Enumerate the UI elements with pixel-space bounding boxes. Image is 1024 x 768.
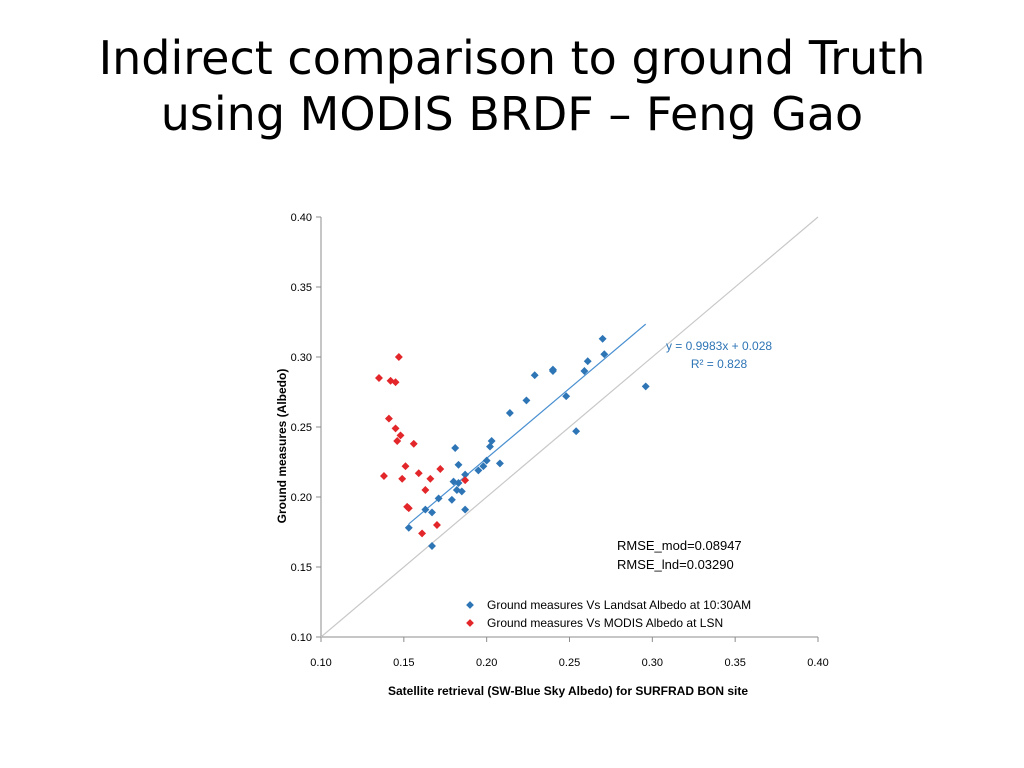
landsat-point — [495, 459, 504, 468]
legend: Ground measures Vs Landsat Albedo at 10:… — [466, 598, 751, 630]
landsat-point — [457, 487, 466, 496]
rmse-mod-label: RMSE_mod=0.08947 — [617, 538, 742, 553]
title-line-2: using MODIS BRDF – Feng Gao — [160, 87, 864, 141]
landsat-point — [451, 444, 460, 452]
x-tick-label: 0.15 — [393, 657, 414, 669]
modis-point — [398, 474, 407, 483]
x-axis-label: Satellite retrieval (SW-Blue Sky Albedo)… — [388, 684, 748, 698]
title-line-1: Indirect comparison to ground Truth — [98, 31, 926, 85]
tick-labels: 0.10 0.15 0.20 0.25 0.30 0.35 0.40 0.10 0.15 0.20… — [291, 212, 829, 669]
modis-point — [391, 424, 400, 433]
modis-point — [379, 472, 388, 480]
y-axis-label: Ground measures (Albedo) — [275, 369, 289, 524]
modis-point — [414, 469, 423, 478]
landsat-point — [572, 427, 581, 436]
modis-point — [384, 414, 393, 423]
modis-point — [433, 521, 441, 529]
modis-point — [401, 462, 410, 471]
modis-point — [393, 437, 402, 445]
modis-point — [421, 486, 430, 494]
landsat-point — [548, 367, 557, 375]
landsat-point — [482, 456, 491, 465]
modis-point — [396, 431, 405, 440]
y-tick-label: 0.20 — [291, 492, 312, 504]
y-tick-label: 0.25 — [291, 422, 312, 434]
slide-title: Indirect comparison to ground Truth usin… — [0, 30, 1024, 142]
landsat-point — [404, 523, 413, 532]
landsat-point — [428, 542, 436, 550]
trendline-r2: R² = 0.828 — [691, 357, 748, 371]
landsat-point — [530, 371, 539, 380]
x-tick-label: 0.40 — [807, 657, 828, 669]
landsat-point — [454, 479, 463, 487]
modis-point — [394, 353, 403, 361]
landsat-point — [434, 494, 443, 503]
modis-point — [418, 529, 427, 538]
landsat-point — [583, 357, 592, 366]
landsat-point — [522, 396, 531, 405]
x-tick-label: 0.25 — [559, 657, 580, 669]
x-tick-label: 0.10 — [310, 657, 331, 669]
landsat-point — [461, 505, 470, 514]
landsat-point — [487, 437, 496, 445]
modis-point — [404, 504, 413, 513]
modis-point — [461, 476, 470, 485]
legend-marker-landsat — [466, 601, 474, 609]
y-tick-label: 0.30 — [291, 352, 312, 364]
y-tick-label: 0.40 — [291, 212, 312, 224]
reference-lines — [320, 216, 819, 638]
y-tick-label: 0.35 — [291, 282, 312, 294]
legend-marker-modis — [466, 619, 474, 627]
legend-entry-modis: Ground measures Vs MODIS Albedo at LSN — [466, 616, 723, 630]
y-tick-label: 0.15 — [291, 562, 312, 574]
landsat-point — [461, 470, 470, 479]
modis-point — [409, 439, 418, 448]
landsat-point — [479, 462, 488, 471]
landsat-point — [447, 495, 456, 504]
series-landsat — [404, 334, 650, 550]
landsat-point — [641, 382, 650, 391]
landsat-point — [598, 334, 607, 343]
y-tick-label: 0.10 — [291, 632, 312, 644]
modis-point — [436, 465, 445, 473]
x-tick-label: 0.20 — [476, 657, 497, 669]
modis-point — [391, 378, 400, 387]
trendline-equation: y = 0.9983x + 0.028 — [666, 339, 772, 353]
one-to-one-line — [320, 216, 819, 638]
legend-entry-landsat: Ground measures Vs Landsat Albedo at 10:… — [466, 598, 751, 612]
trendline — [408, 323, 647, 525]
x-tick-label: 0.35 — [724, 657, 745, 669]
landsat-point — [474, 466, 483, 475]
x-tick-label: 0.30 — [642, 657, 663, 669]
landsat-point — [505, 409, 514, 417]
landsat-point — [421, 505, 430, 514]
modis-point — [375, 374, 383, 382]
landsat-point — [454, 460, 463, 469]
modis-point — [426, 474, 435, 483]
legend-label-modis: Ground measures Vs MODIS Albedo at LSN — [487, 616, 723, 630]
legend-label-landsat: Ground measures Vs Landsat Albedo at 10:… — [487, 598, 751, 612]
rmse-lnd-label: RMSE_lnd=0.03290 — [617, 557, 734, 572]
